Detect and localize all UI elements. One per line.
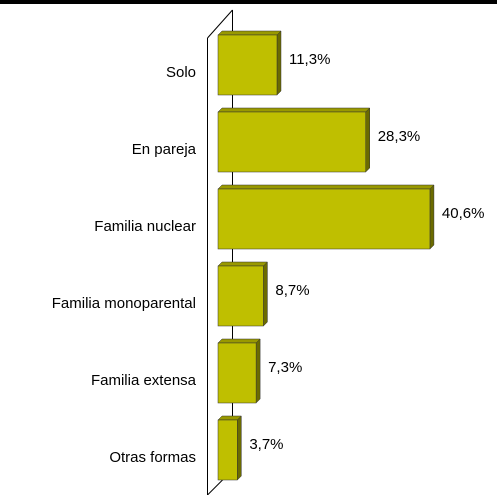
bar (217, 34, 278, 96)
bar (217, 188, 431, 250)
bar (217, 342, 257, 404)
category-label: Familia nuclear (94, 218, 196, 235)
bar-top (217, 30, 282, 36)
bar-top (217, 338, 261, 344)
value-label: 11,3% (289, 51, 330, 68)
bar (217, 265, 264, 327)
bar (217, 419, 238, 481)
bar-top (217, 184, 435, 190)
bar-side (365, 107, 370, 173)
category-label: Solo (166, 64, 196, 81)
top-rule (0, 0, 497, 4)
bar-side (237, 415, 242, 481)
bar-side (263, 261, 268, 327)
bar-top (217, 107, 371, 113)
category-label: Familia monoparental (52, 295, 196, 312)
category-label: En pareja (132, 141, 197, 158)
value-label: 8,7% (275, 282, 309, 299)
bar-side (255, 338, 261, 404)
bar (217, 111, 366, 173)
category-label: Otras formas (109, 449, 196, 466)
value-label: 7,3% (268, 359, 302, 376)
category-label: Familia extensa (91, 372, 197, 389)
bar-side (429, 184, 435, 250)
bar-side (276, 30, 282, 96)
value-label: 40,6% (442, 205, 485, 222)
bar-top (217, 261, 269, 267)
value-label: 3,7% (249, 436, 283, 453)
value-label: 28,3% (378, 128, 421, 145)
